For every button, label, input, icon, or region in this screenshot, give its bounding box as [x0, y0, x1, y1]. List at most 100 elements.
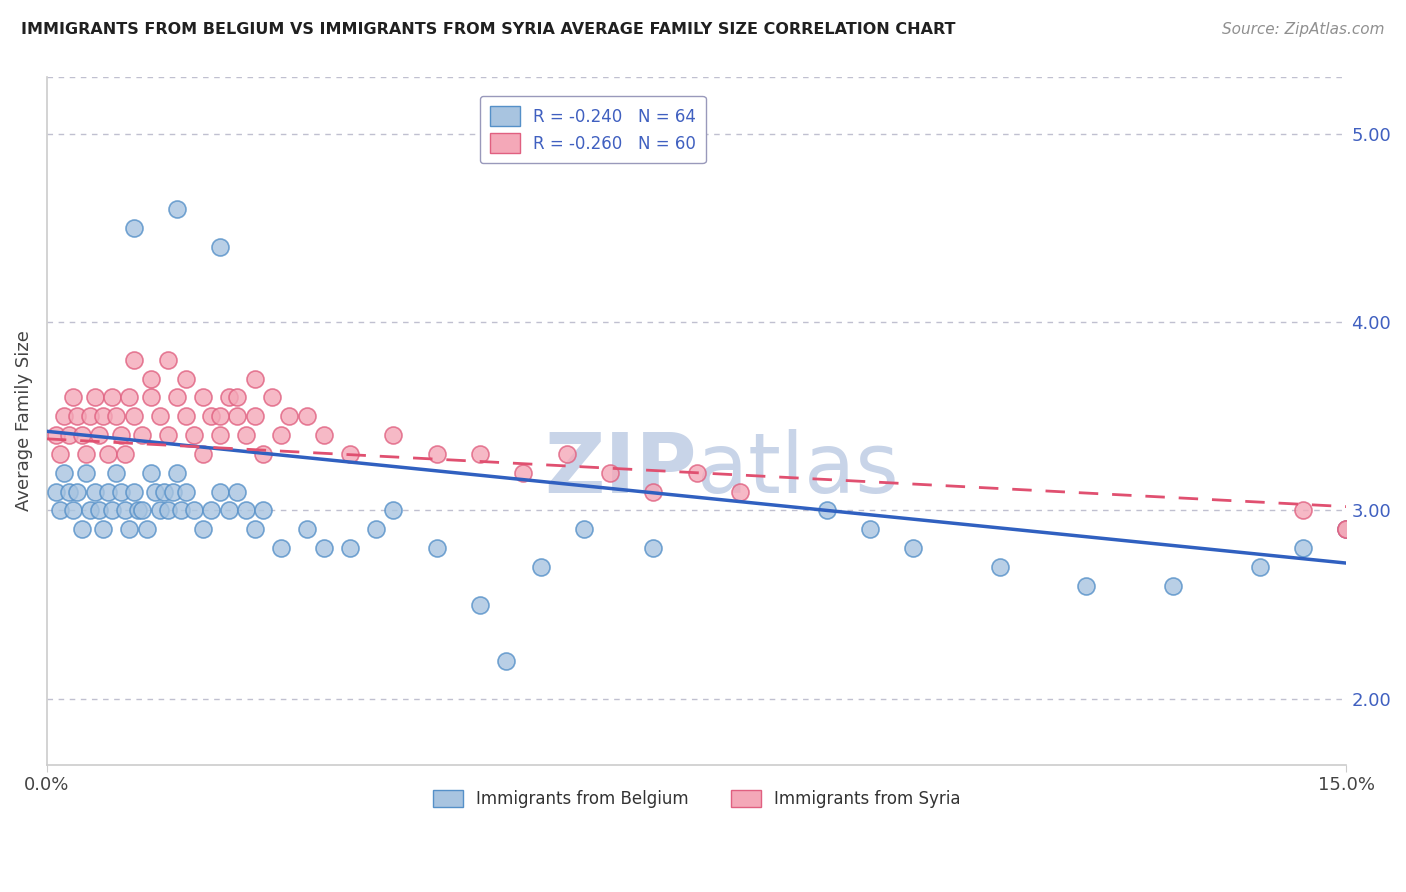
- Point: [143, 484, 166, 499]
- Point: [183, 503, 205, 517]
- Point: [382, 503, 405, 517]
- Point: [191, 522, 214, 536]
- Point: [191, 391, 214, 405]
- Point: [135, 522, 157, 536]
- Point: [49, 503, 72, 517]
- Point: [53, 466, 76, 480]
- Text: Source: ZipAtlas.com: Source: ZipAtlas.com: [1222, 22, 1385, 37]
- Point: [1292, 541, 1315, 555]
- Point: [599, 466, 621, 480]
- Point: [512, 466, 534, 480]
- Point: [83, 391, 105, 405]
- Point: [426, 447, 449, 461]
- Point: [157, 503, 180, 517]
- Point: [118, 522, 141, 536]
- Point: [58, 484, 80, 499]
- Point: [174, 409, 197, 424]
- Point: [96, 447, 118, 461]
- Point: [70, 428, 93, 442]
- Point: [83, 484, 105, 499]
- Point: [643, 541, 665, 555]
- Point: [110, 428, 132, 442]
- Point: [174, 484, 197, 499]
- Point: [114, 447, 136, 461]
- Point: [62, 391, 84, 405]
- Point: [101, 391, 124, 405]
- Point: [1292, 503, 1315, 517]
- Point: [166, 391, 188, 405]
- Point: [235, 428, 257, 442]
- Point: [62, 503, 84, 517]
- Point: [91, 522, 114, 536]
- Point: [170, 503, 193, 517]
- Point: [114, 503, 136, 517]
- Point: [218, 391, 240, 405]
- Point: [364, 522, 387, 536]
- Point: [162, 484, 184, 499]
- Point: [101, 503, 124, 517]
- Point: [127, 503, 149, 517]
- Point: [209, 428, 232, 442]
- Point: [87, 503, 110, 517]
- Point: [131, 503, 153, 517]
- Point: [859, 522, 882, 536]
- Point: [572, 522, 595, 536]
- Point: [75, 447, 97, 461]
- Point: [530, 559, 553, 574]
- Point: [226, 391, 249, 405]
- Legend: Immigrants from Belgium, Immigrants from Syria: Immigrants from Belgium, Immigrants from…: [426, 783, 967, 814]
- Point: [139, 391, 162, 405]
- Point: [110, 484, 132, 499]
- Point: [314, 428, 336, 442]
- Point: [1249, 559, 1271, 574]
- Point: [191, 447, 214, 461]
- Point: [270, 541, 292, 555]
- Point: [295, 522, 318, 536]
- Y-axis label: Average Family Size: Average Family Size: [15, 331, 32, 511]
- Point: [235, 503, 257, 517]
- Point: [243, 522, 266, 536]
- Point: [209, 484, 232, 499]
- Point: [153, 484, 176, 499]
- Point: [903, 541, 925, 555]
- Point: [685, 466, 707, 480]
- Point: [45, 484, 67, 499]
- Point: [1161, 579, 1184, 593]
- Text: ZIP: ZIP: [544, 428, 696, 509]
- Point: [339, 447, 361, 461]
- Point: [728, 484, 751, 499]
- Point: [157, 352, 180, 367]
- Point: [87, 428, 110, 442]
- Point: [426, 541, 449, 555]
- Point: [209, 409, 232, 424]
- Point: [252, 503, 274, 517]
- Point: [49, 447, 72, 461]
- Point: [815, 503, 838, 517]
- Point: [295, 409, 318, 424]
- Point: [105, 466, 128, 480]
- Point: [339, 541, 361, 555]
- Point: [148, 503, 170, 517]
- Point: [96, 484, 118, 499]
- Point: [314, 541, 336, 555]
- Point: [174, 371, 197, 385]
- Point: [243, 409, 266, 424]
- Point: [200, 409, 222, 424]
- Point: [468, 598, 491, 612]
- Point: [468, 447, 491, 461]
- Point: [183, 428, 205, 442]
- Point: [157, 428, 180, 442]
- Point: [105, 409, 128, 424]
- Point: [988, 559, 1011, 574]
- Text: atlas: atlas: [696, 428, 898, 509]
- Point: [166, 466, 188, 480]
- Point: [243, 371, 266, 385]
- Point: [252, 447, 274, 461]
- Point: [58, 428, 80, 442]
- Point: [70, 522, 93, 536]
- Point: [1076, 579, 1098, 593]
- Point: [139, 466, 162, 480]
- Point: [555, 447, 578, 461]
- Point: [643, 484, 665, 499]
- Point: [278, 409, 301, 424]
